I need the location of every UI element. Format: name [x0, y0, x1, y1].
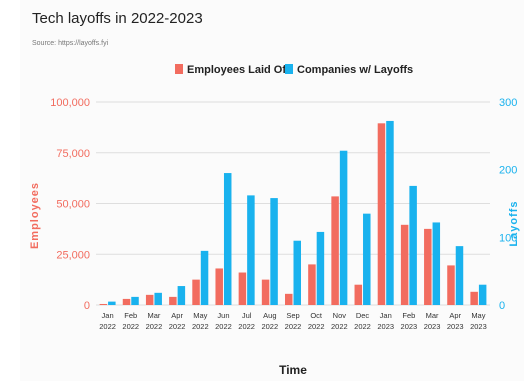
x-tick-label: Mar	[147, 311, 160, 320]
bar-employees-laid-off	[470, 291, 478, 305]
chart-plot: 0 25,000 50,000 75,000 100,000 0 100 200 300 Empl…	[29, 64, 520, 377]
bar-companies-with-layoffs	[478, 284, 487, 305]
y2-tick-label: 100	[499, 232, 517, 244]
bar-employees-laid-off	[169, 296, 177, 305]
bar-companies-with-layoffs	[154, 292, 162, 305]
x-tick-label: Nov	[333, 311, 347, 320]
bar-companies-with-layoffs	[316, 231, 325, 305]
x-tick-label: 2023	[447, 322, 464, 331]
x-tick-label: Aug	[263, 311, 276, 320]
bar-employees-laid-off	[122, 298, 131, 305]
x-tick-label: Apr	[171, 311, 183, 320]
x-tick-label: 2022	[308, 322, 325, 331]
y-tick-label: 75,000	[56, 148, 90, 160]
bar-companies-with-layoffs	[455, 246, 464, 305]
bar-companies-with-layoffs	[108, 301, 116, 305]
bar-employees-laid-off	[377, 123, 386, 305]
x-tick-label: Dec	[356, 311, 370, 320]
x-tick-label: 2022	[354, 322, 371, 331]
x-tick-label: Oct	[310, 311, 323, 320]
bar-employees-laid-off	[145, 294, 154, 305]
x-tick-label: Mar	[426, 311, 439, 320]
legend-label: Companies w/ Layoffs	[297, 64, 413, 76]
x-tick-label: Feb	[402, 311, 415, 320]
legend-swatch-companies	[285, 64, 293, 74]
x-tick-label: May	[193, 311, 207, 320]
x-tick-label: Jun	[217, 311, 229, 320]
bar-employees-laid-off	[261, 279, 270, 305]
bar-employees-laid-off	[400, 224, 409, 305]
chart-card: Tech layoffs in 2022-2023 Source: https:…	[20, 0, 524, 381]
y-axis-title: Employees	[29, 182, 41, 249]
x-tick-label: Feb	[124, 311, 137, 320]
bar-companies-with-layoffs	[409, 185, 417, 305]
bar-employees-laid-off	[238, 272, 247, 305]
x-axis-title: Time	[279, 363, 307, 377]
x-tick-label: 2022	[146, 322, 163, 331]
bar-companies-with-layoffs	[386, 120, 394, 306]
bar-companies-with-layoffs	[223, 173, 232, 305]
x-tick-label: 2023	[377, 322, 394, 331]
x-tick-label: 2022	[261, 322, 278, 331]
x-tick-label: 2022	[215, 322, 232, 331]
x-tick-label: Jan	[102, 311, 114, 320]
bar-companies-with-layoffs	[270, 198, 278, 305]
y2-axis-title: Layoffs	[508, 200, 520, 246]
y-tick-label: 100,000	[50, 97, 90, 109]
bar-companies-with-layoffs	[131, 296, 139, 305]
x-tick-label: 2022	[122, 322, 139, 331]
bar-employees-laid-off	[354, 284, 363, 305]
x-tick-label: 2022	[285, 322, 302, 331]
y2-tick-label: 0	[499, 300, 505, 312]
bar-employees-laid-off	[192, 279, 200, 305]
x-tick-label: 2022	[169, 322, 186, 331]
bar-employees-laid-off	[308, 264, 316, 305]
x-tick-label: 2023	[470, 322, 487, 331]
bar-companies-with-layoffs	[177, 286, 186, 305]
bar-employees-laid-off	[447, 265, 455, 305]
bar-companies-with-layoffs	[200, 250, 209, 305]
bar-employees-laid-off	[285, 293, 293, 305]
bar-employees-laid-off	[424, 228, 432, 305]
legend-swatch-employees	[175, 64, 183, 74]
chart-source: Source: https://layoffs.fyi	[32, 40, 109, 47]
bar-employees-laid-off	[215, 268, 223, 305]
y-tick-label: 25,000	[56, 249, 90, 261]
bar-employees-laid-off	[99, 303, 108, 305]
x-tick-label: Sep	[286, 311, 299, 320]
bar-companies-with-layoffs	[363, 213, 371, 305]
x-tick-label: 2022	[331, 322, 348, 331]
bar-companies-with-layoffs	[339, 150, 348, 305]
y-tick-label: 0	[84, 300, 90, 312]
x-tick-label: Jan	[380, 311, 392, 320]
x-tick-label: Apr	[449, 311, 461, 320]
bar-employees-laid-off	[331, 196, 339, 305]
legend-label: Employees Laid Off	[187, 64, 290, 76]
x-tick-label: 2023	[424, 322, 441, 331]
y2-tick-label: 300	[499, 97, 517, 109]
chart-title: Tech layoffs in 2022-2023	[32, 10, 203, 27]
x-tick-label: 2023	[401, 322, 418, 331]
x-tick-label: 2022	[192, 322, 209, 331]
x-tick-label: Jul	[242, 311, 252, 320]
bar-companies-with-layoffs	[432, 222, 441, 305]
x-tick-label: 2022	[99, 322, 116, 331]
x-tick-label: 2022	[238, 322, 255, 331]
y-tick-label: 50,000	[56, 199, 90, 211]
bar-companies-with-layoffs	[247, 195, 255, 305]
y2-tick-label: 200	[499, 165, 517, 177]
bar-companies-with-layoffs	[293, 240, 301, 305]
x-tick-label: May	[471, 311, 485, 320]
